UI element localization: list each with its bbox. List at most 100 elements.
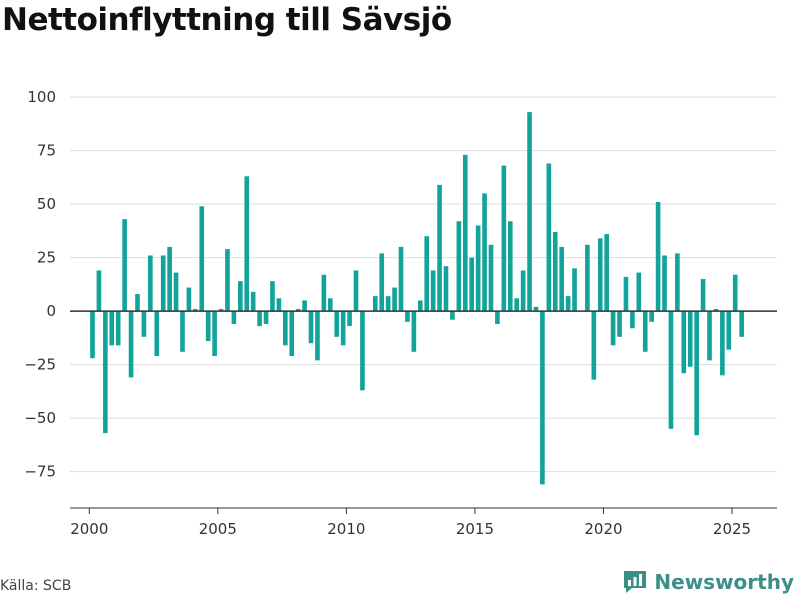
- bar: [411, 311, 417, 352]
- bar: [585, 244, 590, 312]
- bar: [225, 249, 230, 312]
- bar: [398, 246, 404, 312]
- bar: [617, 311, 622, 337]
- bar: [90, 311, 95, 359]
- bar: [302, 300, 307, 312]
- bar: [405, 311, 410, 322]
- bar: [212, 311, 217, 357]
- bar: [186, 287, 192, 312]
- bar: [662, 255, 667, 312]
- bar: [154, 311, 160, 357]
- bar: [488, 244, 494, 312]
- bar: [360, 311, 365, 391]
- bar: [469, 257, 475, 312]
- bar: [141, 311, 147, 337]
- bar: [475, 225, 481, 312]
- brand-logo[interactable]: Newsworthy: [622, 569, 794, 595]
- bar: [655, 201, 661, 312]
- bar: [180, 311, 185, 352]
- brand-name: Newsworthy: [654, 570, 794, 594]
- bar: [353, 270, 359, 312]
- bar: [424, 236, 430, 312]
- bar: [565, 296, 571, 312]
- bar: [630, 311, 635, 329]
- bar: [668, 311, 674, 429]
- bar: [604, 234, 609, 312]
- bar: [700, 279, 706, 312]
- bar: [636, 272, 642, 312]
- bar: [527, 112, 532, 312]
- gridlines: [70, 96, 777, 473]
- bar: [739, 311, 744, 337]
- bar: [732, 274, 738, 312]
- bar: [533, 306, 539, 312]
- y-tick-label: −25: [24, 356, 56, 374]
- x-tick-label: 2015: [456, 520, 494, 538]
- x-tick-label: 2005: [199, 520, 237, 538]
- bar: [372, 296, 378, 312]
- bar: [443, 266, 449, 312]
- source-note: Källa: SCB: [0, 578, 72, 594]
- bar: [546, 163, 552, 312]
- bar: [430, 270, 436, 312]
- bar: [540, 311, 545, 485]
- bar: [128, 311, 134, 378]
- bar: [122, 219, 127, 312]
- bar: [347, 311, 352, 327]
- bar: [199, 206, 205, 312]
- bar: [437, 184, 442, 312]
- bar: [315, 311, 320, 361]
- bar: [250, 291, 256, 312]
- chart-title: Nettoinflyttning till Sävsjö: [2, 2, 452, 38]
- bar: [109, 311, 115, 346]
- bar: [726, 311, 732, 350]
- bar: [649, 311, 654, 322]
- bar: [591, 311, 597, 380]
- bar: [623, 276, 629, 312]
- bar: [257, 311, 262, 327]
- bar: [392, 287, 397, 312]
- y-tick-label: 25: [37, 249, 56, 267]
- bar: [238, 281, 243, 312]
- bar: [103, 311, 108, 434]
- bar: [572, 268, 577, 312]
- bar: [270, 281, 275, 312]
- bar: [193, 308, 198, 312]
- bar: [495, 311, 500, 324]
- bar: [167, 246, 172, 312]
- bar: [642, 311, 648, 352]
- bar: [675, 253, 680, 312]
- bar: [115, 311, 121, 346]
- bar: [231, 311, 237, 324]
- bar: [681, 311, 687, 374]
- bar: [482, 193, 487, 312]
- bar: [327, 298, 333, 312]
- x-tick-label: 2010: [327, 520, 365, 538]
- bar: [282, 311, 288, 346]
- bar: [610, 311, 616, 346]
- bar: [289, 311, 295, 357]
- bar: [379, 253, 385, 312]
- bar: [417, 300, 423, 312]
- bar: [308, 311, 314, 344]
- bar: [205, 311, 211, 342]
- bar: [501, 165, 507, 312]
- bar: [514, 298, 520, 312]
- y-tick-label: −50: [24, 409, 56, 427]
- bar: [707, 311, 712, 361]
- y-tick-label: 50: [37, 195, 56, 213]
- bar: [507, 221, 513, 312]
- bars: [90, 112, 744, 485]
- bar: [135, 294, 140, 312]
- x-tick-label: 2025: [713, 520, 751, 538]
- bar: [713, 308, 719, 312]
- y-tick-label: 75: [37, 142, 56, 160]
- bar: [96, 270, 102, 312]
- bar: [160, 255, 166, 312]
- bar: [385, 296, 391, 312]
- bar: [559, 246, 565, 312]
- bar: [218, 308, 224, 312]
- bar: [597, 238, 603, 312]
- y-tick-label: 0: [46, 302, 56, 320]
